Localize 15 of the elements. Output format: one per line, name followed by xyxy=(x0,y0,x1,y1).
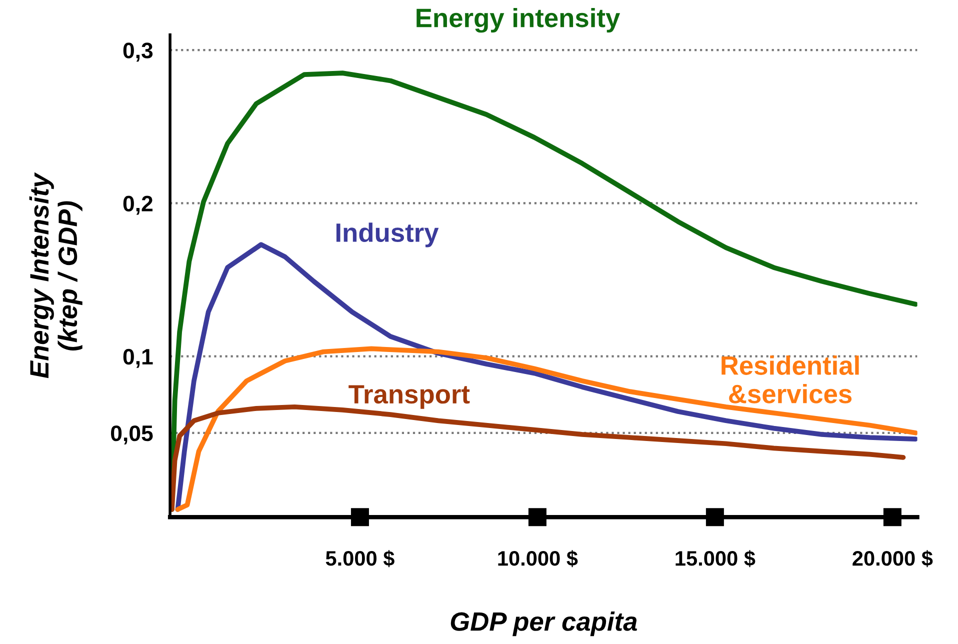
text: Energy intensity xyxy=(416,8,620,33)
y-tick-label: 0,2 xyxy=(123,196,152,215)
y-tick-label: 0,1 xyxy=(123,348,153,368)
y-tick-label: 0,05 xyxy=(111,425,153,444)
series-label: Transport xyxy=(348,385,470,409)
series-label: Industry xyxy=(336,222,439,248)
y-axis-title: Energy Intensity (ktep / GDP) xyxy=(29,172,82,378)
x-tick-label: 5.000 $ xyxy=(326,550,394,568)
series-label: Residential &services xyxy=(722,356,859,404)
x-axis-title: GDP per capita xyxy=(450,612,637,636)
x-tick-label: 20.000 $ xyxy=(852,550,933,568)
x-tick-label: 10.000 $ xyxy=(498,550,578,568)
x-tick-label: 15.000 $ xyxy=(676,550,756,568)
line-series xyxy=(175,346,918,512)
y-tick-label: 0,3 xyxy=(123,42,153,62)
